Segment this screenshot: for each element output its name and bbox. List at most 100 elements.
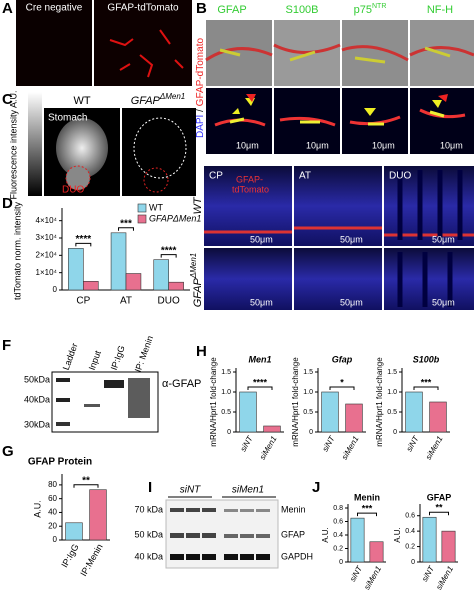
band <box>202 533 216 538</box>
band <box>84 404 100 407</box>
bar <box>350 517 365 563</box>
band <box>186 533 200 538</box>
chart-title: GFAP <box>427 492 452 502</box>
bar <box>65 522 83 541</box>
column-label: p75NTR <box>354 3 387 16</box>
group-label: siNT <box>180 485 201 496</box>
stomach-signal <box>56 118 108 178</box>
y-tick-label: 0 <box>309 429 313 436</box>
significance-bracket <box>429 511 449 516</box>
x-tick-label: siMen1 <box>434 565 455 592</box>
panel-label: F <box>2 337 11 354</box>
x-tick-label: IP:IgG <box>59 542 80 569</box>
scale-bar-label: 10μm <box>236 140 259 150</box>
y-tick-label: 2×10⁴ <box>36 250 58 259</box>
y-tick-label: 0.4 <box>333 532 343 539</box>
band <box>170 554 184 560</box>
marker-label: 50 kDa <box>134 529 163 539</box>
significance-bracket <box>357 512 377 517</box>
band <box>224 534 238 538</box>
marker-label: 40kDa <box>24 394 50 404</box>
x-tick-label: siNT <box>321 434 338 454</box>
micrograph <box>294 248 382 310</box>
label-part: / <box>195 106 206 114</box>
region-label: Stomach <box>48 113 87 124</box>
bar <box>153 259 169 291</box>
scale-bar-label: 50μm <box>340 234 363 244</box>
label-base: GFAP <box>131 95 161 107</box>
significance-label: *** <box>421 377 432 387</box>
significance-label: **** <box>253 377 268 387</box>
band <box>240 509 254 512</box>
band <box>186 554 200 560</box>
scale-bar-label: 50μm <box>250 234 273 244</box>
x-tick-label: siNT <box>348 564 365 584</box>
y-tick-label: 1.5 <box>387 369 397 376</box>
row-label: WT <box>192 196 204 214</box>
y-axis-label: tdTomato norm. intensity <box>12 201 22 300</box>
significance-bracket <box>73 484 99 488</box>
scale-bar-label: 50μm <box>432 234 455 244</box>
column-label: Cre negative <box>26 3 83 14</box>
band <box>104 380 124 388</box>
y-tick-label: 0 <box>53 535 58 544</box>
x-tick-label: siMen1 <box>340 435 361 462</box>
band <box>202 508 216 512</box>
bar <box>429 401 447 433</box>
y-tick-label: 0 <box>393 429 397 436</box>
y-tick-label: 60 <box>48 494 57 503</box>
scale-bar-label: 50μm <box>340 297 363 307</box>
protein-label: GFAP <box>281 529 305 539</box>
bands <box>170 508 270 560</box>
x-tick-label: siMen1 <box>258 435 279 462</box>
marker-label: 40 kDa <box>134 551 163 561</box>
band <box>186 508 200 512</box>
bar <box>125 273 142 291</box>
scale-bar-label: 10μm <box>306 140 329 150</box>
x-tick-label: siNT <box>405 434 422 454</box>
y-tick-label: 0.6 <box>405 513 415 520</box>
bar <box>68 248 84 291</box>
panel-label: E <box>186 167 196 184</box>
bar <box>405 391 423 433</box>
y-tick-label: 1.0 <box>303 389 313 396</box>
significance-bracket <box>160 254 177 258</box>
panel-label: H <box>196 343 207 360</box>
y-tick-label: 0 <box>227 429 231 436</box>
bar <box>263 425 281 433</box>
chart-title: GFAP Protein <box>28 457 92 468</box>
band <box>56 398 70 402</box>
y-tick-label: 1×10⁴ <box>36 268 58 277</box>
cell-signal <box>229 110 445 126</box>
y-tick-label: 3×10⁴ <box>36 233 58 242</box>
scale-bar-label: 50μm <box>432 297 455 307</box>
y-tick-label: 1.0 <box>221 389 231 396</box>
y-axis-label: A.U. <box>321 527 330 543</box>
cell-signal <box>205 43 474 62</box>
significance-label: *** <box>362 504 373 514</box>
column-label: DUO <box>389 171 411 182</box>
legend-swatch <box>137 203 147 213</box>
stomach-outline <box>133 117 187 179</box>
legend-label: GFAPΔMen1 <box>149 213 201 223</box>
y-axis-label: mRNA/Hprt1 fold-change <box>291 357 300 447</box>
cell-signal <box>219 46 451 64</box>
stain-label: GFAP- <box>236 174 263 184</box>
significance-label: ** <box>435 503 443 513</box>
scale-bar-label: 10μm <box>440 140 463 150</box>
significance-bracket <box>329 386 355 390</box>
x-tick-label: siMen1 <box>362 565 383 592</box>
significance-bracket <box>118 227 134 231</box>
villus-gap <box>397 170 463 307</box>
column-label: NF-H <box>427 4 453 16</box>
group-label: GFAPΔMen1 <box>131 92 186 107</box>
band <box>240 554 254 560</box>
marker-label: 30kDa <box>24 419 50 429</box>
panel-label: B <box>196 0 207 17</box>
y-tick-label: 0 <box>339 559 343 566</box>
y-tick-label: 1.5 <box>221 369 231 376</box>
micrograph <box>294 166 382 246</box>
x-tick-label: DUO <box>158 296 180 307</box>
bar <box>369 541 384 563</box>
label-sup: ΔMen1 <box>159 92 185 101</box>
